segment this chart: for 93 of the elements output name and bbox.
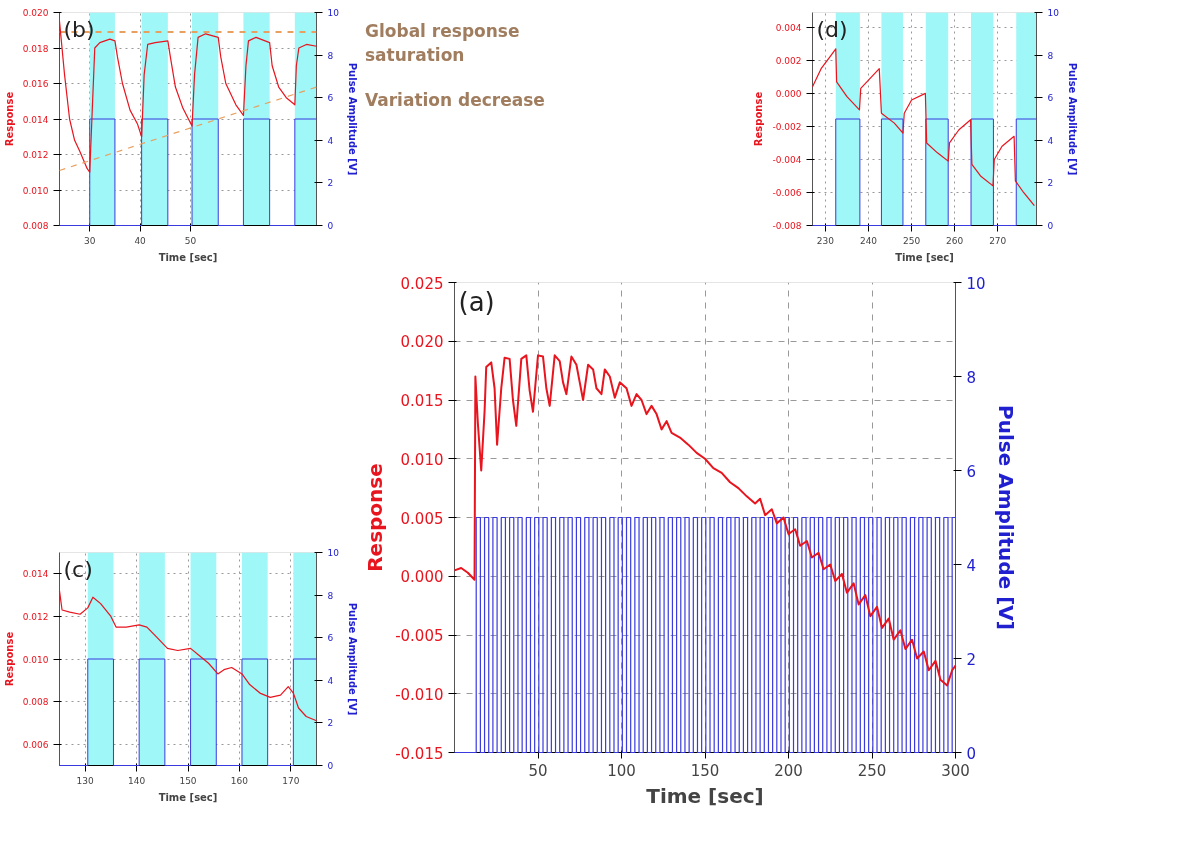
y-tick-label: -0.002 bbox=[772, 121, 802, 132]
x-tick-label: 150 bbox=[179, 775, 197, 786]
x-tick-label: 160 bbox=[230, 775, 249, 786]
x-tick-label: 40 bbox=[134, 235, 147, 246]
y2-tick-label: 6 bbox=[1047, 93, 1054, 104]
line-series bbox=[453, 354, 957, 687]
x-tick-label: 100 bbox=[607, 761, 636, 780]
annotation: (d) bbox=[816, 16, 848, 42]
y2-tick-label: 6 bbox=[327, 93, 334, 104]
y2-tick-label: 2 bbox=[966, 650, 977, 669]
y2-tick-label: 4 bbox=[327, 135, 334, 146]
x-tick-label: 130 bbox=[76, 775, 95, 786]
y-axis-title: Response bbox=[3, 631, 15, 687]
y2-tick-label: 8 bbox=[327, 50, 334, 61]
x-tick-label: 230 bbox=[816, 235, 835, 246]
y-tick-label: 0.010 bbox=[22, 654, 49, 665]
y-tick-label: 0.012 bbox=[22, 611, 49, 622]
y2-tick-label: 10 bbox=[327, 548, 340, 558]
y-tick-label: 0.010 bbox=[400, 450, 444, 469]
y-tick-label: 0.008 bbox=[22, 221, 49, 231]
annotation: (c) bbox=[63, 556, 93, 582]
y2-axis-title: Pulse Amplitude [V] bbox=[346, 602, 358, 716]
y-tick-label: 0.008 bbox=[22, 697, 49, 708]
y2-axis-title: Pulse Amplitude [V] bbox=[993, 405, 1018, 630]
y2-tick-label: 4 bbox=[327, 675, 334, 686]
y2-tick-label: 8 bbox=[327, 590, 334, 601]
annotation: (b) bbox=[63, 16, 95, 42]
y-tick-label: 0.002 bbox=[775, 55, 802, 66]
y-tick-label: 0.000 bbox=[400, 568, 444, 587]
y2-tick-label: 0 bbox=[327, 761, 334, 771]
y2-tick-label: 0 bbox=[966, 744, 977, 763]
annotation: (a) bbox=[458, 286, 495, 317]
x-axis-title: Time [sec] bbox=[646, 783, 764, 808]
x-tick-label: 170 bbox=[282, 775, 300, 786]
y2-tick-label: 4 bbox=[966, 556, 977, 575]
y2-tick-label: 0 bbox=[1047, 221, 1054, 231]
y-tick-label: -0.004 bbox=[772, 154, 802, 165]
y2-tick-label: 10 bbox=[1047, 8, 1060, 18]
y-tick-label: 0.012 bbox=[22, 150, 49, 160]
ref-line-label: Global response saturation bbox=[365, 20, 521, 68]
line-series bbox=[58, 590, 318, 722]
y-tick-label: 0.015 bbox=[400, 392, 444, 410]
y-tick-label: 0.004 bbox=[775, 22, 802, 33]
y-tick-label: -0.008 bbox=[772, 221, 802, 231]
y-tick-label: 0.018 bbox=[22, 43, 49, 54]
y-tick-label: 0.010 bbox=[22, 185, 49, 196]
y-tick-label: 0.000 bbox=[775, 88, 802, 99]
x-tick-label: 240 bbox=[859, 235, 878, 246]
y2-axis-title: Pulse Amplitude [V] bbox=[346, 62, 358, 176]
y2-tick-label: 2 bbox=[327, 178, 334, 189]
y2-tick-label: 4 bbox=[1047, 135, 1054, 146]
y-tick-label: 0.006 bbox=[22, 739, 49, 750]
y-tick-label: -0.005 bbox=[395, 627, 444, 645]
y2-tick-label: 10 bbox=[966, 274, 986, 293]
x-tick-label: 200 bbox=[774, 761, 803, 780]
y-tick-label: -0.010 bbox=[395, 685, 444, 704]
x-axis-title: Time [sec] bbox=[158, 791, 218, 803]
y-axis-title: Response bbox=[3, 91, 15, 147]
y2-tick-label: 2 bbox=[327, 718, 334, 729]
y-axis-title: Response bbox=[363, 463, 388, 572]
x-tick-label: 140 bbox=[128, 775, 146, 786]
x-axis-title: Time [sec] bbox=[158, 251, 218, 263]
y2-tick-label: 6 bbox=[327, 633, 334, 644]
y2-tick-label: 0 bbox=[327, 221, 334, 231]
y2-tick-label: 8 bbox=[966, 368, 977, 387]
y-tick-label: 0.020 bbox=[400, 333, 444, 352]
line-series bbox=[58, 20, 318, 173]
y2-axis-title: Pulse Amplitude [V] bbox=[1066, 62, 1078, 176]
y-tick-label: 0.014 bbox=[22, 569, 49, 580]
y-tick-label: 0.025 bbox=[400, 274, 444, 293]
y-tick-label: 0.014 bbox=[22, 114, 49, 125]
line-series bbox=[811, 48, 1035, 207]
y-tick-label: -0.006 bbox=[772, 187, 802, 198]
x-tick-label: 250 bbox=[902, 235, 921, 246]
x-axis-title: Time [sec] bbox=[895, 251, 954, 263]
y2-tick-label: 8 bbox=[1047, 50, 1054, 61]
y-tick-label: 0.005 bbox=[400, 509, 444, 528]
y-axis-title: Response bbox=[753, 91, 765, 147]
x-tick-label: 150 bbox=[690, 761, 720, 780]
x-tick-label: 300 bbox=[941, 761, 970, 780]
y-tick-label: 0.020 bbox=[22, 8, 49, 18]
y-tick-label: -0.015 bbox=[395, 744, 444, 763]
x-tick-label: 250 bbox=[857, 761, 887, 780]
x-tick-label: 50 bbox=[184, 235, 197, 246]
text: Variation decrease bbox=[365, 88, 545, 112]
y2-tick-label: 2 bbox=[1047, 178, 1054, 189]
y-tick-label: 0.016 bbox=[22, 79, 49, 89]
y2-tick-label: 6 bbox=[966, 462, 977, 481]
y2-tick-label: 10 bbox=[327, 8, 340, 18]
x-tick-label: 30 bbox=[84, 235, 96, 246]
x-tick-label: 50 bbox=[528, 761, 548, 780]
x-tick-label: 270 bbox=[989, 235, 1007, 246]
x-tick-label: 260 bbox=[946, 235, 964, 246]
